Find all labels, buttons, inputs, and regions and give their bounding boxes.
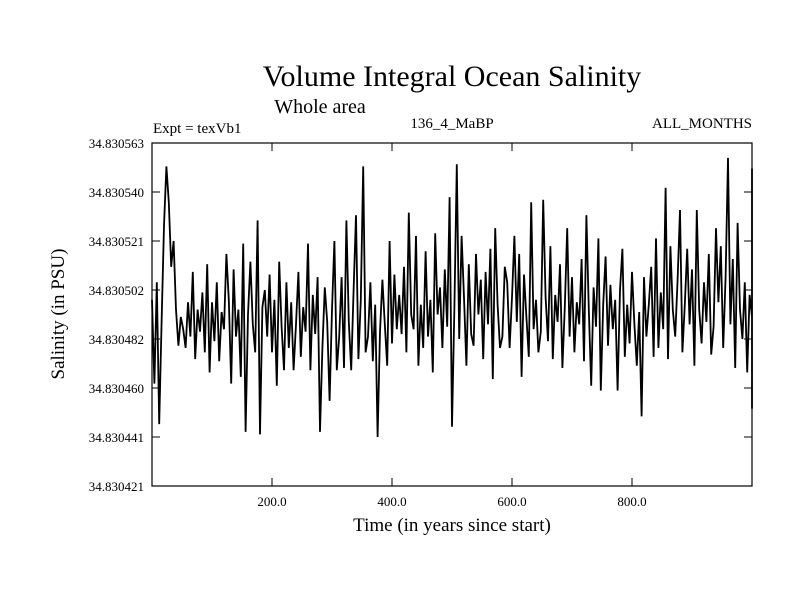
series-line-salinity [151, 157, 753, 438]
x-tick-label: 200.0 [257, 494, 286, 509]
series-group [151, 157, 753, 438]
x-axis-label: Time (in years since start) [353, 515, 551, 536]
experiment-label: Expt = texVb1 [153, 121, 241, 137]
x-tick-label: 800.0 [617, 494, 646, 509]
y-axis-label: Salinity (in PSU) [48, 249, 69, 380]
run-id-label: 136_4_MaBP [410, 116, 493, 132]
y-tick-label: 34.830563 [89, 136, 144, 151]
y-tick-label: 34.830421 [89, 479, 144, 494]
y-tick-label: 34.830441 [89, 430, 144, 445]
chart-title: Volume Integral Ocean Salinity [263, 60, 642, 93]
y-axis-ticks: 34.830421 34.830441 34.830460 34.830482 34.8… [89, 136, 752, 494]
y-tick-label: 34.830482 [89, 332, 144, 347]
y-tick-label: 34.830540 [89, 185, 144, 200]
y-tick-label: 34.830460 [89, 381, 144, 396]
y-tick-label: 34.830502 [89, 283, 144, 298]
x-axis-ticks: 200.0 400.0 600.0 800.0 [257, 143, 647, 509]
x-tick-label: 600.0 [497, 494, 526, 509]
months-label: ALL_MONTHS [652, 116, 752, 132]
y-tick-label: 34.830521 [89, 234, 144, 249]
chart-subtitle: Whole area [274, 96, 366, 118]
x-tick-label: 400.0 [377, 494, 406, 509]
